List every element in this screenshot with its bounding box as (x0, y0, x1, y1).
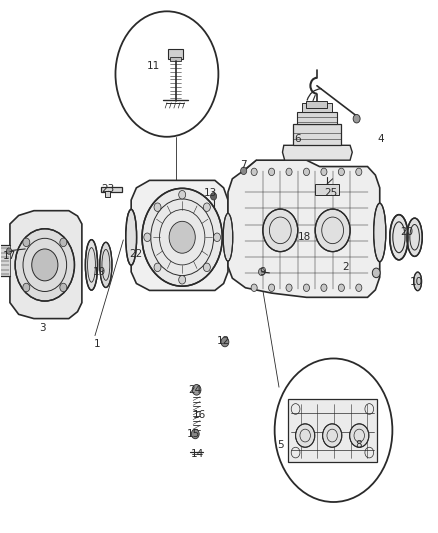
Circle shape (7, 248, 12, 254)
Ellipse shape (414, 272, 422, 290)
Ellipse shape (0, 246, 5, 277)
Bar (306, 101, 328, 108)
Polygon shape (283, 146, 352, 160)
Ellipse shape (372, 268, 380, 278)
Circle shape (338, 284, 344, 292)
Circle shape (268, 168, 275, 175)
Polygon shape (10, 211, 82, 319)
Circle shape (251, 168, 257, 175)
Circle shape (251, 284, 257, 292)
Circle shape (240, 167, 247, 174)
Circle shape (191, 429, 199, 439)
Text: 24: 24 (189, 385, 202, 395)
Text: 23: 23 (102, 184, 115, 194)
Circle shape (179, 276, 186, 284)
Text: 17: 17 (3, 251, 16, 261)
Circle shape (60, 238, 67, 247)
Circle shape (286, 284, 292, 292)
Circle shape (23, 238, 30, 247)
Circle shape (258, 268, 265, 276)
Polygon shape (228, 160, 380, 297)
Circle shape (214, 233, 221, 241)
Circle shape (15, 229, 74, 301)
Bar (101, 187, 122, 192)
Circle shape (321, 168, 327, 175)
Text: 20: 20 (400, 227, 413, 237)
Circle shape (263, 209, 298, 252)
Circle shape (60, 283, 67, 292)
Text: 19: 19 (93, 267, 106, 277)
Bar (0, 245, 10, 276)
Bar (315, 184, 339, 195)
Circle shape (179, 190, 186, 199)
Bar (297, 112, 337, 124)
Circle shape (154, 263, 161, 272)
Circle shape (32, 249, 58, 281)
Circle shape (304, 168, 310, 175)
Text: 8: 8 (356, 440, 362, 450)
Ellipse shape (100, 243, 112, 287)
Ellipse shape (407, 218, 422, 256)
Bar (288, 399, 377, 462)
Circle shape (268, 284, 275, 292)
Circle shape (144, 233, 151, 241)
Text: 12: 12 (217, 336, 230, 346)
Ellipse shape (126, 209, 137, 265)
Circle shape (221, 337, 229, 347)
Bar (105, 191, 110, 197)
Bar (293, 124, 341, 146)
Circle shape (323, 424, 342, 447)
Circle shape (315, 209, 350, 252)
Text: 15: 15 (187, 429, 200, 439)
Circle shape (338, 168, 344, 175)
Ellipse shape (223, 213, 233, 261)
Circle shape (356, 284, 362, 292)
Ellipse shape (374, 203, 386, 262)
Ellipse shape (85, 240, 98, 290)
Bar (170, 57, 181, 61)
Bar (168, 49, 184, 59)
Circle shape (296, 424, 315, 447)
Text: 7: 7 (240, 160, 247, 171)
Text: 18: 18 (298, 232, 311, 243)
Circle shape (321, 284, 327, 292)
Circle shape (356, 168, 362, 175)
Circle shape (23, 283, 30, 292)
Circle shape (286, 168, 292, 175)
Circle shape (203, 263, 210, 272)
Circle shape (353, 115, 360, 123)
Circle shape (203, 203, 210, 212)
Circle shape (350, 424, 369, 447)
Text: 4: 4 (377, 134, 384, 144)
Text: 3: 3 (39, 322, 46, 333)
Bar (302, 103, 332, 112)
Circle shape (211, 192, 217, 200)
Text: 11: 11 (147, 61, 160, 70)
Circle shape (304, 284, 310, 292)
Circle shape (192, 384, 201, 395)
Circle shape (142, 188, 223, 286)
Text: 6: 6 (294, 134, 301, 144)
Circle shape (169, 221, 195, 253)
Text: 2: 2 (343, 262, 349, 271)
Text: 5: 5 (277, 440, 284, 450)
Polygon shape (131, 180, 228, 290)
Text: 14: 14 (191, 449, 204, 458)
Text: 16: 16 (193, 410, 206, 421)
Text: 10: 10 (410, 278, 423, 287)
Text: 9: 9 (260, 267, 266, 277)
Text: 22: 22 (129, 249, 142, 259)
Text: 25: 25 (324, 188, 337, 198)
Ellipse shape (390, 215, 408, 260)
Circle shape (154, 203, 161, 212)
Text: 1: 1 (94, 338, 100, 349)
Text: 13: 13 (204, 188, 217, 198)
